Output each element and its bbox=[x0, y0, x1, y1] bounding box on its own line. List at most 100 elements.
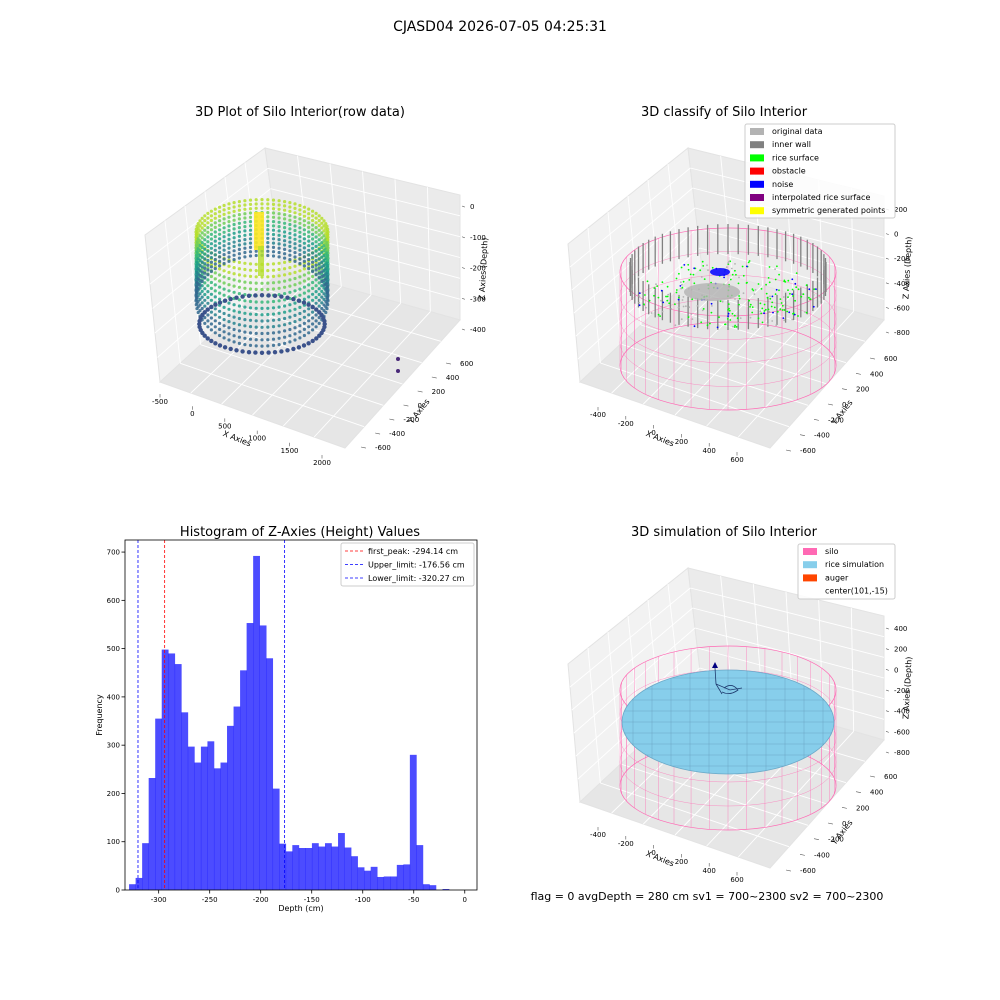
point bbox=[314, 244, 318, 248]
point bbox=[288, 327, 292, 332]
point bbox=[222, 311, 226, 316]
point bbox=[298, 330, 302, 334]
histogram-bar bbox=[168, 653, 176, 890]
point bbox=[243, 343, 247, 347]
point bbox=[213, 295, 217, 299]
point bbox=[266, 236, 270, 240]
classified-point bbox=[693, 282, 696, 285]
point bbox=[314, 336, 319, 341]
point bbox=[209, 209, 213, 213]
point bbox=[243, 225, 247, 229]
histogram-bar bbox=[344, 847, 352, 890]
classified-point bbox=[727, 262, 729, 264]
classified-point bbox=[782, 317, 785, 319]
point bbox=[302, 333, 306, 338]
point bbox=[227, 228, 231, 233]
point bbox=[271, 331, 276, 335]
classified-point bbox=[670, 308, 673, 310]
point bbox=[306, 302, 311, 307]
classified-point bbox=[751, 288, 754, 290]
point bbox=[293, 251, 297, 255]
point bbox=[248, 312, 253, 316]
point bbox=[288, 334, 292, 338]
point bbox=[213, 216, 217, 220]
legend-swatch bbox=[750, 141, 764, 149]
classified-point bbox=[739, 317, 742, 319]
classified-point bbox=[781, 309, 784, 311]
x-tick-label: -100 bbox=[355, 896, 371, 904]
tick-label: -400 bbox=[814, 432, 830, 440]
point bbox=[293, 215, 297, 219]
point bbox=[293, 220, 297, 224]
tick-label: 200 bbox=[675, 858, 688, 866]
point bbox=[218, 333, 222, 338]
point bbox=[322, 297, 326, 301]
classified-point bbox=[737, 282, 740, 285]
point bbox=[243, 242, 247, 246]
point bbox=[203, 252, 207, 256]
point bbox=[260, 331, 264, 336]
point bbox=[317, 316, 321, 320]
raw-z-ticks: 0 -100 -200 -300 -400 bbox=[461, 203, 486, 334]
point bbox=[248, 224, 253, 228]
point bbox=[266, 223, 270, 228]
classified-point bbox=[804, 311, 806, 313]
point bbox=[222, 230, 226, 234]
point bbox=[311, 223, 315, 227]
histogram-bar bbox=[292, 845, 300, 890]
classified-point bbox=[801, 293, 803, 296]
point bbox=[266, 281, 270, 285]
point bbox=[302, 259, 306, 263]
point bbox=[217, 300, 223, 305]
point bbox=[271, 250, 276, 254]
point bbox=[302, 273, 306, 277]
point bbox=[293, 255, 297, 259]
point bbox=[232, 244, 236, 248]
point bbox=[314, 273, 318, 277]
point bbox=[200, 260, 204, 264]
tick-mark bbox=[855, 373, 861, 375]
point bbox=[317, 333, 322, 338]
point bbox=[298, 281, 302, 285]
point bbox=[302, 291, 306, 295]
point bbox=[213, 244, 217, 248]
classified-point bbox=[783, 279, 786, 282]
classified-point bbox=[693, 267, 696, 270]
raw-z-axis-label: Z Axies (Depth) bbox=[477, 237, 489, 300]
histogram-panel: Histogram of Z-Axies (Height) Values -30… bbox=[95, 525, 478, 913]
classify-panel-title: 3D classify of Silo Interior bbox=[641, 105, 808, 120]
classified-point bbox=[737, 322, 740, 324]
tick-label: -200 bbox=[894, 687, 910, 695]
point bbox=[277, 267, 281, 272]
point bbox=[203, 321, 207, 325]
point bbox=[213, 313, 217, 317]
point bbox=[218, 259, 222, 263]
point bbox=[200, 295, 204, 299]
classified-point bbox=[682, 280, 685, 283]
point bbox=[271, 232, 276, 237]
point bbox=[227, 255, 231, 259]
point bbox=[266, 331, 270, 335]
point bbox=[283, 298, 287, 302]
point bbox=[209, 269, 213, 274]
classify-point-cloud bbox=[629, 224, 827, 330]
classified-point bbox=[760, 312, 763, 315]
x-tick-label: -300 bbox=[151, 896, 167, 904]
point bbox=[271, 281, 276, 285]
classified-point bbox=[709, 322, 711, 325]
classified-point bbox=[768, 310, 771, 313]
point bbox=[322, 292, 326, 296]
point bbox=[320, 260, 324, 264]
point bbox=[288, 231, 292, 235]
classified-point bbox=[727, 303, 730, 305]
point bbox=[253, 350, 258, 355]
point bbox=[232, 209, 236, 213]
point bbox=[209, 223, 213, 227]
point bbox=[243, 238, 247, 242]
point bbox=[206, 325, 210, 329]
point bbox=[302, 250, 306, 254]
classified-point bbox=[690, 313, 693, 315]
point bbox=[209, 292, 213, 296]
point bbox=[227, 276, 231, 281]
classified-point bbox=[657, 315, 660, 318]
